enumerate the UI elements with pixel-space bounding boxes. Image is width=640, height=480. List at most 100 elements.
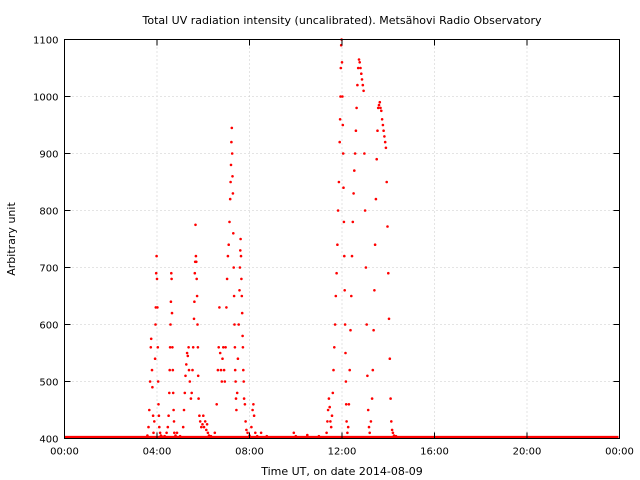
baseline-point	[570, 435, 573, 439]
baseline-point	[124, 435, 127, 439]
data-point	[166, 425, 170, 429]
baseline-point	[560, 435, 563, 439]
data-point	[374, 197, 378, 201]
baseline-point	[84, 435, 87, 439]
baseline-point	[396, 435, 399, 439]
x-axis-label: Time UT, on date 2014-08-09	[260, 465, 423, 478]
data-point	[229, 180, 232, 184]
baseline-point	[234, 435, 237, 439]
data-point	[380, 118, 384, 121]
baseline-point	[550, 435, 553, 439]
baseline-point	[508, 435, 511, 439]
baseline-point	[232, 435, 235, 439]
data-point	[241, 334, 244, 338]
data-point	[317, 434, 321, 438]
data-point	[347, 403, 351, 406]
baseline-point	[114, 435, 117, 439]
data-point	[306, 433, 309, 437]
baseline-point	[122, 435, 125, 439]
baseline-point	[238, 435, 241, 439]
baseline-point	[348, 435, 351, 439]
baseline-point	[400, 435, 403, 439]
baseline-point	[610, 435, 613, 439]
data-point	[360, 72, 363, 75]
data-point	[158, 431, 162, 435]
baseline-point	[284, 435, 287, 439]
data-point	[331, 391, 335, 395]
data-point	[255, 434, 259, 438]
data-point	[346, 425, 350, 429]
data-point	[336, 243, 339, 246]
baseline-point	[378, 435, 381, 439]
data-point	[219, 368, 223, 372]
data-point	[149, 337, 153, 341]
data-point	[373, 289, 376, 292]
baseline-point	[544, 435, 547, 439]
data-point	[195, 294, 199, 298]
data-point	[170, 277, 173, 281]
data-point	[240, 311, 244, 315]
data-point	[192, 317, 196, 321]
data-point	[344, 380, 348, 383]
data-point	[146, 434, 149, 437]
baseline-point	[578, 435, 581, 439]
data-point	[244, 420, 247, 423]
baseline-point	[382, 435, 385, 439]
baseline-point	[296, 435, 299, 439]
data-point	[187, 346, 190, 349]
baseline-point	[440, 435, 443, 439]
baseline-point	[604, 435, 607, 439]
data-point	[375, 157, 379, 161]
data-point	[349, 328, 352, 332]
data-point	[156, 346, 160, 349]
baseline-point	[520, 435, 523, 439]
y-tick-label: 500	[39, 378, 58, 389]
baseline-point	[496, 435, 499, 439]
x-axis: 00:00 04:00 08:00 12:00 16:00 20:00 00:00	[50, 39, 634, 458]
baseline-point	[426, 435, 429, 439]
data-point	[198, 414, 201, 418]
baseline-point	[236, 435, 239, 439]
baseline-point	[160, 435, 163, 439]
baseline-point	[428, 435, 431, 439]
baseline-point	[200, 435, 203, 439]
data-point	[369, 420, 373, 423]
data-point	[153, 357, 157, 361]
baseline-point	[476, 435, 479, 439]
data-point	[168, 391, 171, 395]
baseline-point	[128, 435, 131, 439]
data-point	[330, 414, 334, 418]
baseline-point	[388, 435, 391, 439]
baseline-point	[220, 435, 223, 439]
baseline-point	[252, 435, 255, 439]
baseline-point	[342, 435, 345, 439]
baseline-point	[308, 435, 311, 439]
baseline-point	[500, 435, 503, 439]
data-point	[168, 346, 172, 349]
y-tick-label: 700	[39, 264, 58, 275]
baseline-point	[574, 435, 577, 439]
data-point	[209, 434, 213, 438]
baseline-point	[454, 435, 457, 439]
baseline-point	[126, 435, 129, 439]
data-point	[326, 420, 329, 423]
data-point	[206, 431, 210, 435]
data-point	[333, 323, 337, 326]
baseline-point	[468, 435, 471, 439]
baseline-point	[360, 435, 363, 439]
baseline-point	[390, 435, 393, 439]
baseline-point	[310, 435, 313, 439]
baseline-point	[264, 435, 267, 439]
data-point	[377, 103, 381, 107]
baseline-point	[576, 435, 579, 439]
data-point	[252, 414, 256, 418]
y-tick-label: 800	[39, 207, 58, 218]
baseline-point	[362, 435, 365, 439]
baseline-point	[338, 435, 341, 439]
data-point	[185, 363, 188, 366]
data-point	[343, 289, 347, 292]
baseline-point	[214, 435, 217, 439]
baseline-point	[108, 435, 111, 439]
data-point	[201, 423, 204, 426]
baseline-point	[270, 435, 273, 439]
